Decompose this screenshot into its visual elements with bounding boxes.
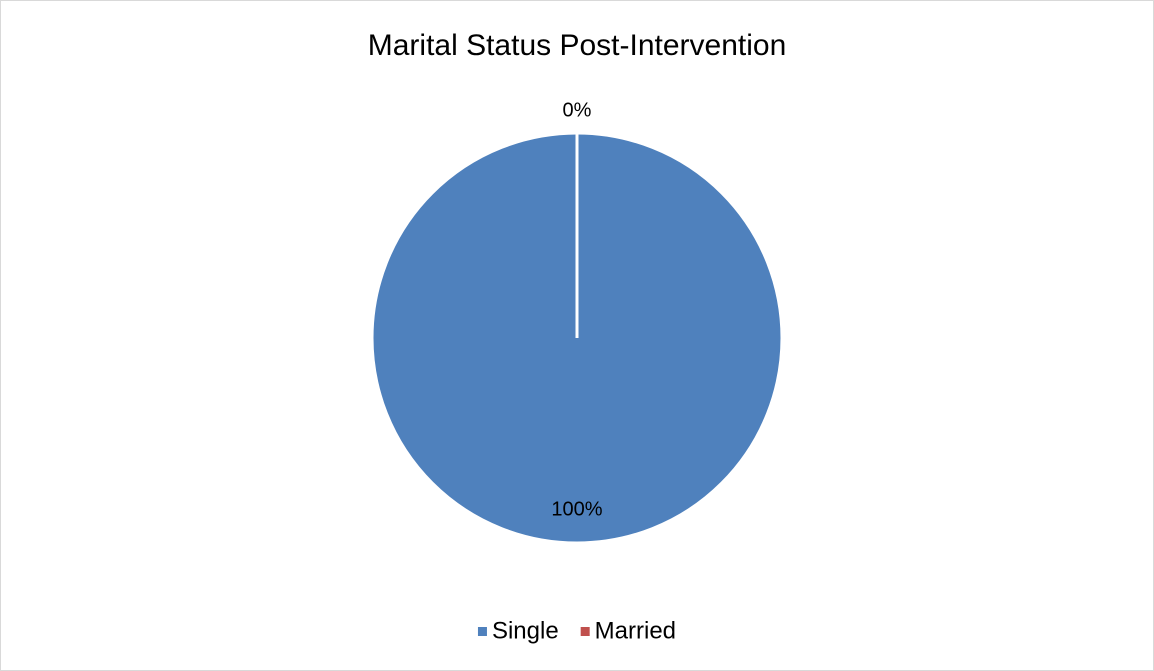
legend-label: Single <box>492 617 559 644</box>
legend-swatch <box>580 627 590 636</box>
legend-label: Married <box>595 617 676 644</box>
chart-title: Marital Status Post-Intervention <box>368 29 787 62</box>
data-label: 0% <box>563 99 592 121</box>
data-label: 100% <box>551 498 602 520</box>
legend-swatch <box>477 627 487 636</box>
